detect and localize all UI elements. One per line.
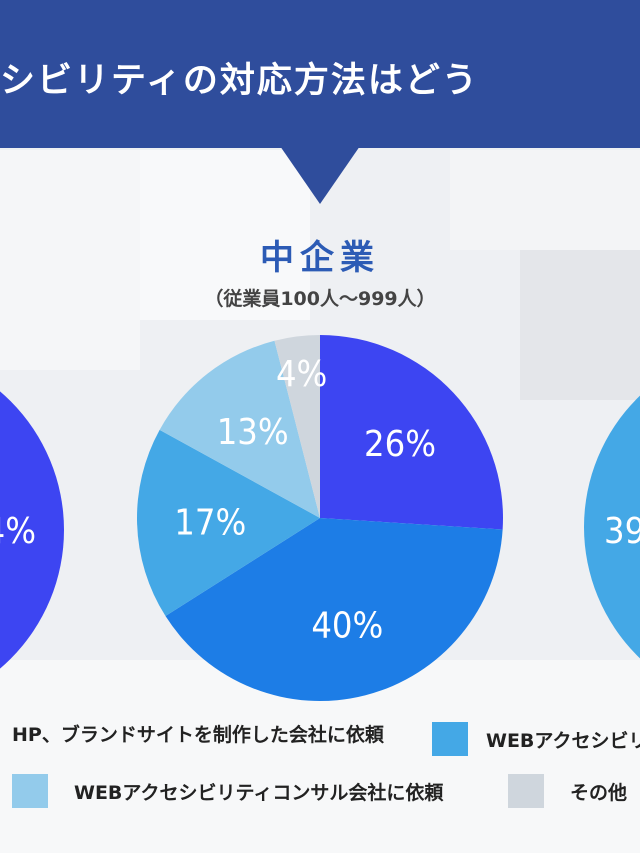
legend-item-3: その他 [508,774,627,808]
pie-label-0: 26% [364,424,436,465]
chart-subtitle: （従業員100人〜999人） [204,288,436,310]
legend-item-2: WEBアクセシビリティコンサル会社に依頼 [12,774,443,808]
pie-label-1: 40% [311,605,383,646]
header-banner: シビリティの対応方法はどう [0,0,640,148]
pie-slice-2 [137,429,320,617]
legend-text-1: WEBアクセシビリ [486,729,640,752]
banner-title: シビリティの対応方法はどう [0,61,479,101]
right-partial-pie: 39 [584,395,640,659]
right-pie-label: 39 [604,511,640,552]
pie-label-3: 13% [217,412,289,453]
chart-title: 中企業 [260,238,380,278]
legend-item-1: WEBアクセシビリ [432,722,640,756]
pie-label-2: 17% [174,502,246,543]
legend-text-2: WEBアクセシビリティコンサル会社に依頼 [74,781,444,804]
left-pie-slice [0,391,64,669]
pie-slice-3 [159,340,320,518]
legend-swatch-3 [508,774,544,808]
pie-slice-0 [320,335,503,530]
left-partial-pie: 4% [0,391,64,669]
legend-swatch-2 [12,774,48,808]
pie-slice-1 [165,518,503,701]
legend-text-0: HP、ブランドサイトを制作した会社に依頼 [12,724,384,746]
banner-pointer [280,146,360,204]
pie-slice-4 [274,335,320,518]
right-pie-slice [584,395,640,659]
center-pie: 26% 40% 17% 13% 4% [137,335,503,701]
pie-label-4: 4% [276,354,327,395]
legend-text-3: その他 [570,781,628,804]
legend-swatch-1 [432,722,468,756]
left-pie-label: 4% [0,511,36,552]
legend-item-0: HP、ブランドサイトを制作した会社に依頼 [0,720,384,747]
